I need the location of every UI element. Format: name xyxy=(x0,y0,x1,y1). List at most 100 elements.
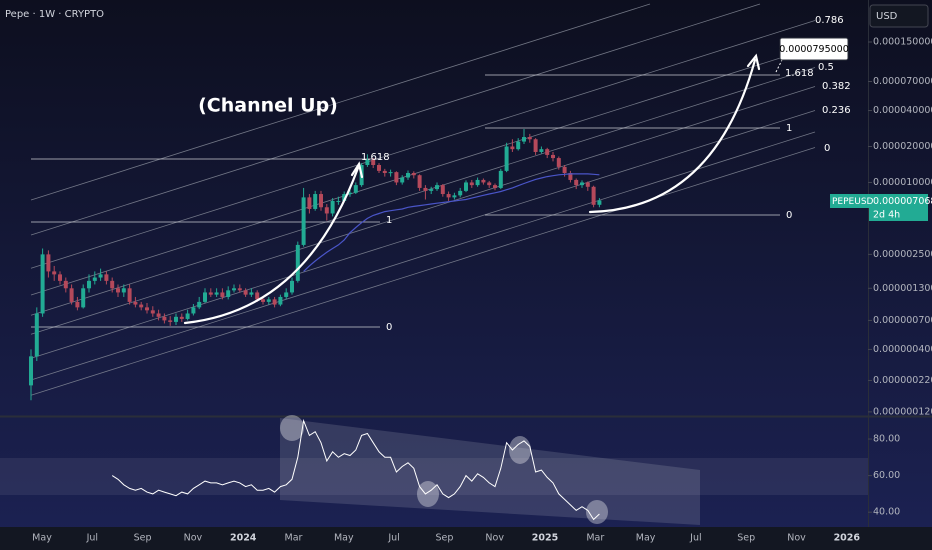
symbol: PEPEUSD xyxy=(832,197,874,207)
candle-body xyxy=(429,189,434,191)
arrow-head xyxy=(350,161,364,179)
candle-body xyxy=(580,182,584,186)
y-tick-label: 0.0000100000 xyxy=(873,177,932,188)
candle-body xyxy=(568,173,573,180)
highlight xyxy=(280,415,304,441)
x-tick-label: 2024 xyxy=(230,533,257,544)
fib-label: 1.618 xyxy=(785,68,814,79)
highlight xyxy=(586,500,608,524)
candle-body xyxy=(353,185,358,193)
arrow xyxy=(183,166,360,325)
rsi xyxy=(111,418,600,521)
target-box xyxy=(779,37,849,61)
currency[interactable]: USD xyxy=(876,11,898,22)
price-box xyxy=(830,194,928,208)
last-price: 0.0000070687 xyxy=(873,196,932,207)
fib-label: 0 xyxy=(786,210,792,221)
candle-body xyxy=(133,301,138,305)
channel-line xyxy=(30,110,816,359)
y-tick-label: 0.0000002200 xyxy=(873,375,932,386)
header: Pepe · 1W · CRYPTO xyxy=(5,9,104,20)
y-tick-label: 80.00 xyxy=(873,434,900,445)
candle-body xyxy=(69,288,74,302)
arrow-head xyxy=(746,53,761,71)
channel-line xyxy=(30,3,761,236)
candle-body xyxy=(527,137,532,140)
candle-body xyxy=(464,182,468,191)
candle-body xyxy=(243,290,248,295)
candle-body xyxy=(597,200,602,205)
annotation: (Channel Up) xyxy=(198,95,338,117)
fib-label: 1 xyxy=(786,123,792,134)
candle-body xyxy=(504,146,509,171)
candle-body xyxy=(46,254,51,272)
candle-body xyxy=(394,172,399,183)
candle-body xyxy=(150,310,155,314)
candle-body xyxy=(516,141,521,150)
candle-body xyxy=(63,280,68,289)
candle-body xyxy=(388,172,393,174)
candle-body xyxy=(319,194,323,208)
candle-body xyxy=(208,292,213,295)
candle-body xyxy=(562,166,567,174)
x-tick-label: 2026 xyxy=(834,533,861,544)
fib-label: 1 xyxy=(386,215,392,226)
rsi-band xyxy=(0,458,868,495)
candle-body xyxy=(342,194,347,201)
candle-body xyxy=(307,197,312,209)
candle-body xyxy=(440,185,445,195)
candle-body xyxy=(301,197,306,245)
y-tick-label: 0.0000013000 xyxy=(873,283,932,294)
y-tick-label: 60.00 xyxy=(873,470,900,481)
candle-body xyxy=(591,186,596,205)
y-tick-label: 0.0000025000 xyxy=(873,249,932,260)
arrow xyxy=(588,58,757,214)
candle-body xyxy=(40,254,45,314)
time-axis-bg xyxy=(0,527,932,550)
candle-body xyxy=(58,274,62,281)
candle-body xyxy=(498,170,503,188)
candle-body xyxy=(266,299,271,302)
candle-body xyxy=(185,313,190,319)
candle-body xyxy=(417,175,422,188)
candle-body xyxy=(104,274,109,281)
candle-body xyxy=(226,290,231,297)
candle-body xyxy=(139,304,144,308)
candle-body xyxy=(29,356,33,386)
candle-body xyxy=(382,170,387,174)
candle-body xyxy=(278,296,283,305)
channel-label: 0.5 xyxy=(818,62,834,73)
rsi-channel xyxy=(280,418,700,525)
currency-box[interactable] xyxy=(869,4,929,28)
candle-body xyxy=(330,200,335,214)
x-tick-label: Mar xyxy=(586,533,604,544)
channel-label: 0.786 xyxy=(815,15,844,26)
x-tick-label: 2025 xyxy=(532,533,558,544)
candle-body xyxy=(197,301,202,308)
x-tick-label: May xyxy=(334,533,354,544)
channel-line xyxy=(30,3,651,201)
candle-body xyxy=(435,185,439,190)
x-tick-label: May xyxy=(636,533,656,544)
candle-body xyxy=(475,179,480,186)
x-tick-label: Jul xyxy=(86,533,98,544)
target-label: 0.0000795000 xyxy=(779,44,849,55)
fib-label: 0 xyxy=(386,322,392,333)
candle-body xyxy=(487,182,492,186)
countdown-box xyxy=(869,208,928,221)
x-tick-label: May xyxy=(32,533,52,544)
candle-body xyxy=(191,307,196,314)
candle-body xyxy=(156,313,161,317)
y-tick-label: 0.0001500000 xyxy=(873,36,932,47)
candle-body xyxy=(533,139,538,152)
y-tick-label: 40.00 xyxy=(873,507,900,518)
channel-line xyxy=(30,46,816,296)
y-tick-label: 0.0000200000 xyxy=(873,141,932,152)
x-tick-label: Mar xyxy=(285,533,303,544)
channel-label: 0 xyxy=(824,143,830,154)
fib-lines xyxy=(31,74,780,328)
candle-body xyxy=(174,316,178,322)
x-tick-label: Jul xyxy=(689,533,701,544)
candle-body xyxy=(249,292,254,295)
